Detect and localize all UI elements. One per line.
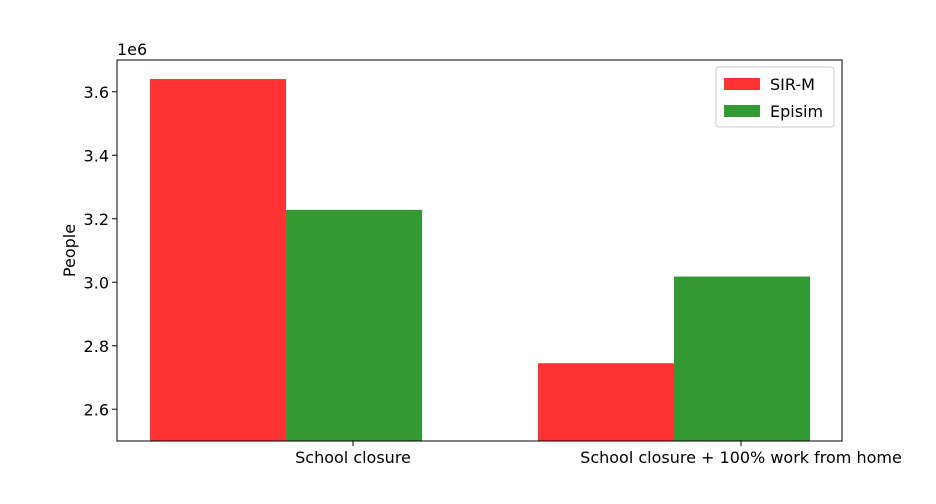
x-axis: School closure School closure + 100% work… [295,441,902,467]
y-tick-label: 2.6 [84,400,109,419]
x-tick-label: School closure + 100% work from home [580,448,902,467]
plot-frame [116,59,843,442]
legend-label: SIR-M [770,75,815,94]
y-tick-label: 3.2 [84,210,109,229]
bars-group [150,79,810,442]
bar-sir-m-1 [538,363,674,441]
y-tick-label: 2.8 [84,337,109,356]
bar-episim-0 [286,209,422,441]
y-tick-label: 3.0 [84,273,109,292]
y-offset-label: 1e6 [117,40,147,59]
bar-sir-m-0 [150,79,286,442]
x-tick-label: School closure [295,448,411,467]
legend: SIR-M Episim [715,66,835,128]
legend-swatch [724,78,760,90]
legend-label: Episim [770,102,823,121]
y-axis-label: People [60,224,79,277]
y-tick-label: 3.4 [84,146,109,165]
bar-episim-1 [674,276,810,441]
legend-swatch [724,105,760,117]
y-axis: 2.6 2.8 3.0 3.2 3.4 3.6 [84,83,117,419]
y-tick-label: 3.6 [84,83,109,102]
